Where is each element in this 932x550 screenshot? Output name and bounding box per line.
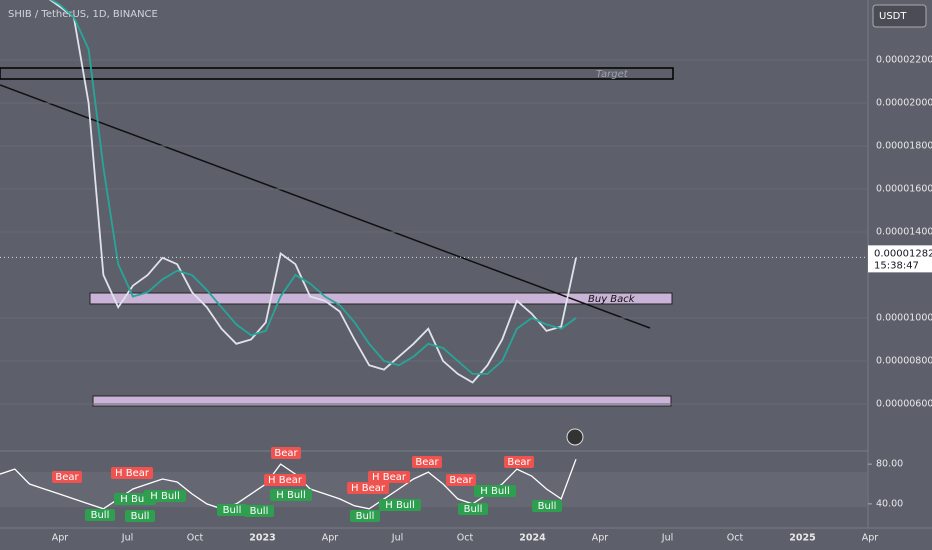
x-tick-label: Jul xyxy=(661,533,673,544)
signal-badge xyxy=(458,503,488,515)
signal-badge xyxy=(350,510,380,522)
support-zone xyxy=(92,395,672,407)
signal-badge xyxy=(271,447,301,459)
signal-label: Bull xyxy=(464,504,483,515)
x-tick-label: Apr xyxy=(322,533,339,544)
signal-label: Bull xyxy=(131,511,150,522)
signal-label: Bear xyxy=(449,475,473,486)
x-tick-label: 2024 xyxy=(519,533,546,544)
y-tick-label: 0.00000800 xyxy=(876,355,932,366)
signal-label: H Bull xyxy=(480,486,509,497)
x-tick-label: Oct xyxy=(727,533,744,544)
x-tick-label: Apr xyxy=(862,533,879,544)
y-tick-label: 0.00001400 xyxy=(876,226,932,237)
x-tick-label: 2025 xyxy=(789,533,815,544)
x-tick-label: Apr xyxy=(592,533,609,544)
y-tick-label: 0.00001800 xyxy=(876,140,932,151)
signal-badge xyxy=(85,509,115,521)
signal-label: Bull xyxy=(91,510,110,521)
last-price-label: 0.00001282 xyxy=(874,248,932,259)
signal-label: H Bear xyxy=(268,475,303,486)
buy-back-zone xyxy=(89,292,673,305)
axis: 0.00002200 0.00002000 0.00001800 0.00001600… xyxy=(52,54,932,543)
signal-badge xyxy=(111,467,153,479)
y2-tick-label: 80.00 xyxy=(876,459,903,470)
signal-label: Bull xyxy=(250,506,269,517)
countdown-label: 15:38:47 xyxy=(874,260,919,271)
signal-label: Bear xyxy=(274,448,298,459)
trend-line xyxy=(0,84,651,329)
signal-label: H Bull xyxy=(385,500,414,511)
signal-label: H Bear xyxy=(115,468,150,479)
y-tick-label: 0.00000600 xyxy=(876,398,932,409)
signal-badge xyxy=(144,490,186,502)
signal-badge xyxy=(504,456,534,468)
signal-label: Bear xyxy=(55,472,79,483)
signal-badge xyxy=(446,474,476,486)
series-line xyxy=(0,458,577,510)
target-zone xyxy=(0,67,674,80)
signal-badge xyxy=(379,499,421,511)
signal-label: H Bear xyxy=(372,472,407,483)
signal-badge xyxy=(217,504,247,516)
symbol-title: SHIB / TetherUS, 1D, BINANCE xyxy=(8,9,158,20)
signal-badge xyxy=(368,471,410,483)
signal-label: H Bull xyxy=(276,490,305,501)
signal-label: H Bear xyxy=(351,483,386,494)
signal-badge xyxy=(412,456,442,468)
signal-badge xyxy=(52,471,82,483)
last-price-box xyxy=(868,245,932,273)
signal-label: H Bull xyxy=(120,494,149,505)
currency-button-label[interactable]: USDT xyxy=(879,11,907,22)
y-tick-label: 0.00002000 xyxy=(876,97,932,108)
x-tick-label: Apr xyxy=(52,533,69,544)
y-tick-label: 0.00001600 xyxy=(876,183,932,194)
signal-label: Bear xyxy=(507,457,531,468)
signal-label: Bull xyxy=(538,501,557,512)
signal-label: H Bull xyxy=(150,491,179,502)
y2-tick-label: 40.00 xyxy=(876,498,903,509)
x-tick-label: Oct xyxy=(187,533,204,544)
buy-back-label: Buy Back xyxy=(588,294,636,305)
signal-label: Bull xyxy=(356,511,375,522)
signal-label: Bull xyxy=(223,505,242,516)
alert-icon[interactable] xyxy=(566,428,584,446)
signal-badge xyxy=(532,500,562,512)
signal-badge xyxy=(244,505,274,517)
signal-badge xyxy=(474,485,516,497)
x-tick-label: Jul xyxy=(391,533,403,544)
signal-badge xyxy=(270,489,312,501)
signal-badge xyxy=(347,482,389,494)
target-label: Target xyxy=(596,69,629,80)
y-tick-label: 0.00002200 xyxy=(876,54,932,65)
x-tick-label: Jul xyxy=(121,533,133,544)
currency-button[interactable] xyxy=(872,4,927,28)
signal-label: Bear xyxy=(415,457,439,468)
x-tick-label: Oct xyxy=(457,533,474,544)
y-tick-label: 0.00001000 xyxy=(876,312,932,323)
signal-badge xyxy=(125,510,155,522)
series-line xyxy=(50,0,577,375)
x-tick-label: 2023 xyxy=(249,533,275,544)
signal-badge xyxy=(264,474,306,486)
